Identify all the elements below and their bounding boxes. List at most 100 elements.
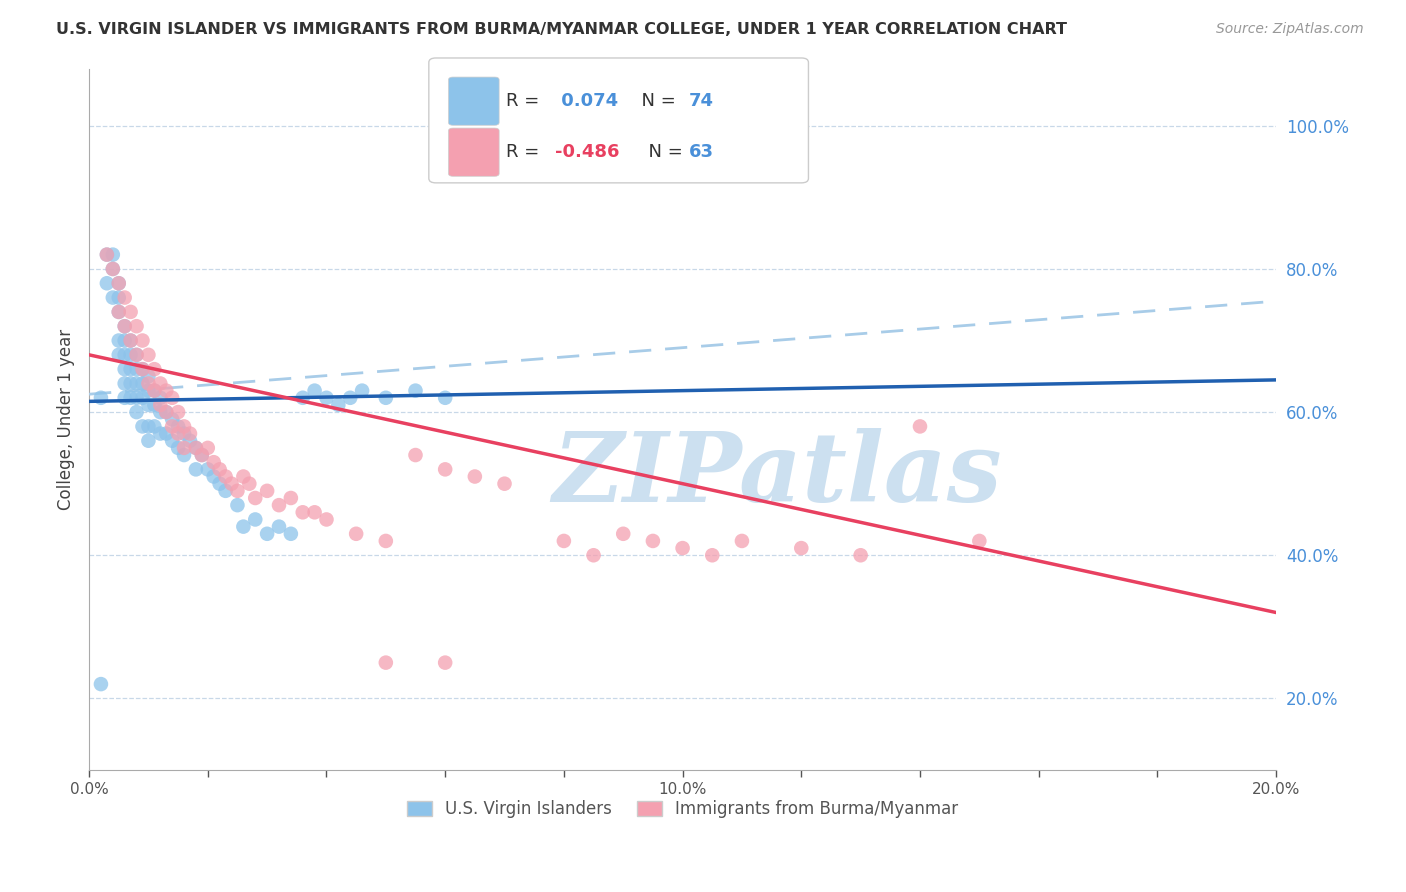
Point	[107, 305, 129, 319]
Point	[114, 319, 136, 334]
Point	[138, 369, 160, 384]
Point	[120, 348, 142, 362]
Point	[138, 434, 160, 448]
Point	[849, 548, 872, 562]
Point	[114, 291, 136, 305]
Point	[120, 362, 142, 376]
Point	[214, 469, 236, 483]
Point	[120, 376, 142, 391]
Point	[245, 491, 267, 505]
Point	[96, 247, 118, 261]
Point	[641, 533, 664, 548]
Point	[120, 334, 142, 348]
Point	[149, 391, 172, 405]
Point	[221, 476, 243, 491]
Point	[143, 419, 166, 434]
Point	[352, 384, 374, 398]
Point	[114, 376, 136, 391]
Point	[232, 519, 254, 533]
Point	[267, 519, 290, 533]
Point	[339, 391, 361, 405]
Point	[553, 533, 575, 548]
Point	[434, 391, 457, 405]
Point	[125, 405, 148, 419]
Point	[582, 548, 605, 562]
Point	[114, 348, 136, 362]
Point	[167, 426, 190, 441]
Point	[107, 277, 129, 291]
Point	[191, 448, 214, 462]
Point	[114, 391, 136, 405]
Point	[908, 419, 931, 434]
Text: U.S. VIRGIN ISLANDER VS IMMIGRANTS FROM BURMA/MYANMAR COLLEGE, UNDER 1 YEAR CORR: U.S. VIRGIN ISLANDER VS IMMIGRANTS FROM …	[56, 22, 1067, 37]
Point	[138, 419, 160, 434]
Point	[107, 305, 129, 319]
Point	[101, 262, 124, 277]
Text: ZIPatlas: ZIPatlas	[553, 428, 1002, 523]
Legend: U.S. Virgin Islanders, Immigrants from Burma/Myanmar: U.S. Virgin Islanders, Immigrants from B…	[401, 794, 965, 825]
Point	[125, 376, 148, 391]
Point	[107, 334, 129, 348]
Text: -0.486: -0.486	[555, 144, 620, 161]
Point	[138, 376, 160, 391]
Point	[179, 434, 201, 448]
Point	[245, 512, 267, 526]
Point	[149, 405, 172, 419]
Point	[149, 426, 172, 441]
Point	[238, 476, 260, 491]
Point	[149, 376, 172, 391]
Point	[107, 277, 129, 291]
Point	[90, 677, 112, 691]
Point	[143, 362, 166, 376]
Point	[131, 419, 153, 434]
Point	[328, 398, 350, 412]
Point	[267, 498, 290, 512]
Point	[173, 426, 195, 441]
Point	[160, 434, 183, 448]
Point	[256, 526, 278, 541]
Point	[208, 476, 231, 491]
Point	[304, 505, 326, 519]
Point	[155, 405, 177, 419]
Point	[173, 448, 195, 462]
Point	[131, 376, 153, 391]
Point	[114, 362, 136, 376]
Point	[405, 384, 427, 398]
Point	[197, 462, 219, 476]
Point	[179, 426, 201, 441]
Point	[131, 391, 153, 405]
Text: Source: ZipAtlas.com: Source: ZipAtlas.com	[1216, 22, 1364, 37]
Point	[291, 505, 314, 519]
Point	[184, 441, 207, 455]
Point	[138, 384, 160, 398]
Point	[197, 441, 219, 455]
Point	[344, 526, 367, 541]
Text: 0.074: 0.074	[555, 92, 619, 110]
Point	[494, 476, 516, 491]
Point	[120, 391, 142, 405]
Point	[101, 291, 124, 305]
Point	[143, 384, 166, 398]
Point	[731, 533, 754, 548]
Point	[125, 348, 148, 362]
Point	[226, 483, 249, 498]
Point	[208, 462, 231, 476]
Point	[120, 305, 142, 319]
Text: N =: N =	[630, 92, 682, 110]
Point	[167, 441, 190, 455]
Point	[155, 384, 177, 398]
Point	[160, 412, 183, 426]
Text: 74: 74	[689, 92, 714, 110]
Point	[138, 398, 160, 412]
Text: R =: R =	[506, 144, 546, 161]
Point	[167, 405, 190, 419]
Point	[173, 441, 195, 455]
Point	[101, 247, 124, 261]
Point	[138, 348, 160, 362]
Point	[671, 541, 693, 555]
Point	[107, 291, 129, 305]
Point	[434, 656, 457, 670]
Point	[149, 398, 172, 412]
Point	[114, 319, 136, 334]
Point	[131, 362, 153, 376]
